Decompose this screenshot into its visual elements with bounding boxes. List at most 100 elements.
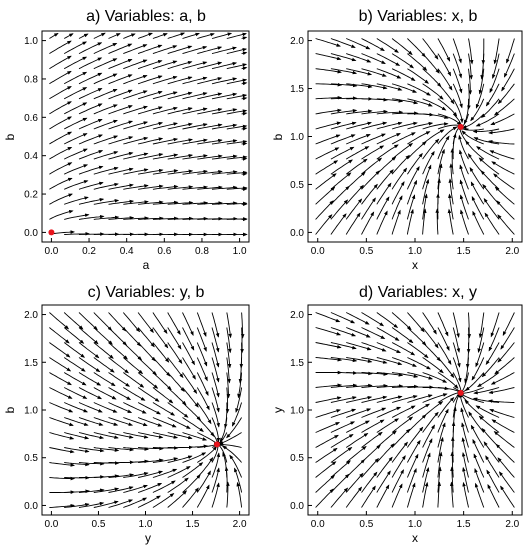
- streamline-b-57: [376, 196, 390, 220]
- streamline-c-33: [78, 432, 105, 440]
- streamline-a-101: [152, 184, 179, 190]
- streamline-b-110: [422, 53, 440, 74]
- streamline-d-94: [407, 357, 431, 370]
- streamline-b-150: [467, 83, 471, 110]
- streamline-a-82: [123, 44, 148, 55]
- streamline-c-56: [108, 499, 134, 508]
- streamline-c-187: [218, 432, 242, 445]
- streamline-a-102: [152, 169, 179, 175]
- streamline-d-14: [330, 487, 349, 508]
- streamline-c-17: [64, 462, 90, 467]
- streamline-c-110: [152, 327, 169, 349]
- streamline-c-191: [237, 372, 243, 399]
- streamline-b-165: [478, 68, 485, 95]
- streamline-b-49: [361, 121, 388, 130]
- streamline-a-31: [78, 181, 104, 190]
- streamline-c-57: [108, 486, 134, 493]
- streamline-b-90: [407, 131, 431, 145]
- streamline-d-74: [391, 428, 411, 448]
- streamline-a-111: [152, 33, 168, 39]
- streamline-d-183: [498, 471, 515, 493]
- streamline-b-160: [461, 130, 484, 145]
- xtick-label-b-4: 2.0: [505, 246, 519, 257]
- streamline-c-148: [196, 387, 210, 411]
- streamline-c-39: [78, 342, 100, 359]
- streamline-b-24: [330, 83, 358, 88]
- streamline-d-192: [494, 357, 515, 375]
- streamline-d-22: [330, 383, 358, 388]
- xtick-label-a-0: 0.0: [44, 246, 58, 257]
- streamline-d-168: [487, 483, 500, 508]
- streamline-a-38: [78, 72, 103, 85]
- streamline-a-100: [152, 200, 179, 205]
- streamline-a-159: [211, 154, 238, 160]
- streamline-b-59: [376, 169, 394, 190]
- panel-c: c) Variables: y, b 0.0 0.5 1.0 1.5 2.0 0.0 0.5…: [3, 284, 250, 545]
- streamline-b-45: [361, 170, 380, 190]
- streamline-a-63: [108, 120, 134, 130]
- streamline-d-39: [346, 342, 372, 351]
- streamline-d-146: [458, 392, 469, 418]
- streamline-c-133: [182, 402, 202, 421]
- panel-c-xlabel: y: [145, 531, 151, 545]
- streamline-c-70: [123, 497, 148, 508]
- streamline-a-21: [63, 117, 88, 130]
- streamline-c-100: [152, 468, 178, 478]
- panel-b-frame: [307, 30, 523, 243]
- streamline-c-162: [211, 387, 220, 413]
- streamline-a-176: [226, 109, 248, 115]
- xtick-label-b-0: 0.0: [311, 246, 325, 257]
- streamline-b-137: [452, 68, 463, 94]
- streamline-c-29: [78, 488, 105, 493]
- streamline-c-186: [216, 442, 242, 448]
- streamline-b-129: [449, 163, 454, 190]
- streamline-d-143: [461, 437, 469, 463]
- streamline-b-191: [493, 98, 515, 116]
- streamline-b-163: [470, 98, 485, 122]
- streamline-a-181: [226, 32, 247, 39]
- streamline-d-91: [407, 394, 433, 403]
- xtick-label-d-1: 0.5: [359, 519, 373, 530]
- streamline-a-46: [93, 166, 119, 175]
- streamline-d-115: [437, 436, 444, 463]
- ytick-label-b-0: 0.0: [290, 228, 304, 239]
- streamline-d-75: [391, 416, 414, 433]
- streamline-c-115: [167, 455, 193, 463]
- ytick-label-b-3: 1.5: [290, 84, 304, 95]
- streamline-d-170: [485, 455, 500, 478]
- streamline-c-79: [123, 372, 145, 388]
- streamline-a-192: [241, 81, 248, 86]
- streamline-a-144: [197, 170, 223, 175]
- streamline-a-194: [241, 51, 248, 55]
- streamline-a-29: [78, 214, 105, 220]
- streamline-c-7: [49, 402, 74, 413]
- streamline-d-72: [391, 455, 406, 478]
- streamline-c-177: [226, 372, 231, 399]
- streamline-d-35: [346, 395, 373, 403]
- streamline-a-90: [137, 137, 164, 145]
- streamline-c-80: [123, 357, 144, 375]
- streamline-d-81: [391, 342, 416, 356]
- streamline-a-33: [78, 150, 104, 160]
- streamline-a-153: [197, 32, 215, 39]
- streamline-a-89: [138, 152, 164, 160]
- streamline-d-27: [330, 312, 356, 324]
- streamline-c-127: [182, 474, 201, 493]
- streamline-a-13: [49, 32, 59, 39]
- streamline-c-15: [64, 489, 90, 494]
- streamline-b-76: [391, 132, 416, 145]
- streamline-c-55: [93, 312, 113, 331]
- streamline-b-5: [315, 147, 340, 160]
- streamline-b-93: [407, 98, 433, 107]
- streamline-b-162: [461, 113, 485, 129]
- streamline-b-108: [422, 83, 444, 100]
- streamline-c-195: [240, 312, 245, 339]
- streamline-b-140: [460, 209, 469, 235]
- streamline-a-165: [211, 62, 238, 70]
- streamline-a-149: [197, 92, 223, 100]
- streamline-a-55: [93, 32, 106, 39]
- streamline-a-81: [123, 59, 148, 70]
- streamline-d-0: [315, 488, 334, 508]
- streamline-c-58: [108, 473, 135, 478]
- streamline-c-21: [64, 402, 89, 413]
